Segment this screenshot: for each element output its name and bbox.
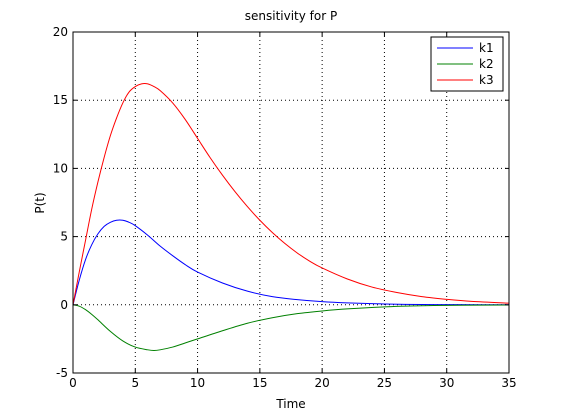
x-tick-label: 35	[501, 376, 516, 390]
chart-title: sensitivity for P	[245, 9, 337, 23]
x-tick-label: 5	[131, 376, 139, 390]
x-tick-label: 25	[377, 376, 392, 390]
y-tick-label: 5	[60, 230, 68, 244]
legend-label-k2: k2	[479, 57, 494, 71]
grid	[73, 32, 509, 373]
series-line-k3	[72, 82, 510, 305]
series-group	[72, 82, 510, 351]
plot-frame	[72, 31, 510, 374]
y-tick-label: 15	[53, 93, 68, 107]
x-tick-label: 30	[439, 376, 454, 390]
y-tick-label: 10	[53, 161, 68, 175]
y-axis-label: P(t)	[33, 192, 47, 213]
x-axis-label: Time	[275, 397, 305, 411]
x-tick-label: 15	[252, 376, 267, 390]
legend: k1 k2 k3	[430, 36, 504, 92]
x-tick-label: 20	[315, 376, 330, 390]
y-tick-label: 0	[60, 298, 68, 312]
x-tick-label: 0	[69, 376, 77, 390]
legend-label-k1: k1	[479, 41, 494, 55]
series-line-k1	[72, 219, 510, 306]
x-tick-label: 10	[190, 376, 205, 390]
legend-label-k3: k3	[479, 73, 494, 87]
series-line-k2	[72, 304, 510, 351]
y-tick-label: 20	[53, 25, 68, 39]
y-tick-label: -5	[56, 366, 68, 380]
